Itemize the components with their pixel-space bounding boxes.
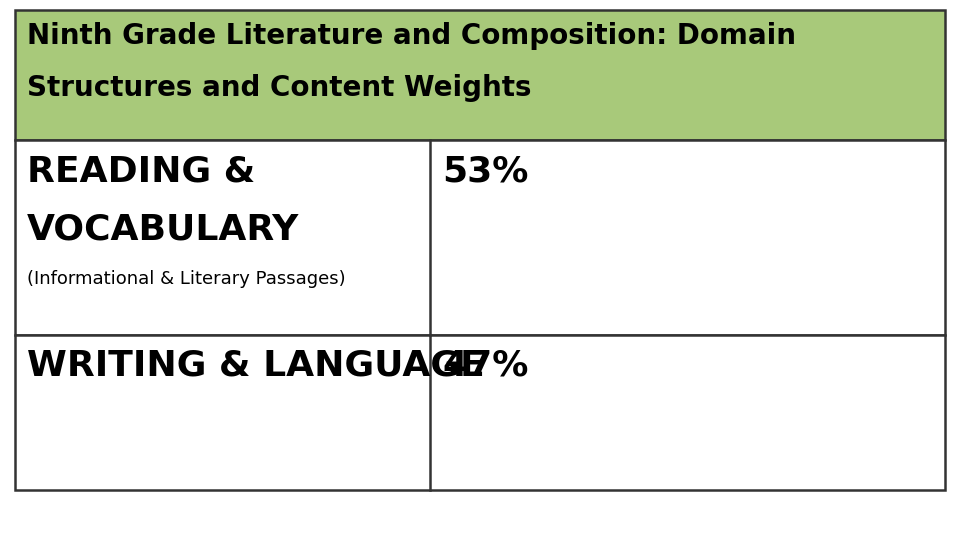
Text: Structures and Content Weights: Structures and Content Weights [27, 74, 532, 102]
Text: 47%: 47% [442, 349, 528, 383]
Bar [15, 140, 945, 335]
Text: (Informational & Literary Passages): (Informational & Literary Passages) [27, 270, 346, 288]
Bar [15, 335, 945, 490]
Text: READING &: READING & [27, 154, 255, 188]
Text: WRITING & LANGUAGE: WRITING & LANGUAGE [27, 349, 485, 383]
Bar [15, 10, 945, 140]
Text: 53%: 53% [442, 154, 528, 188]
Text: Ninth Grade Literature and Composition: Domain: Ninth Grade Literature and Composition: … [27, 22, 796, 50]
Text: VOCABULARY: VOCABULARY [27, 212, 300, 246]
